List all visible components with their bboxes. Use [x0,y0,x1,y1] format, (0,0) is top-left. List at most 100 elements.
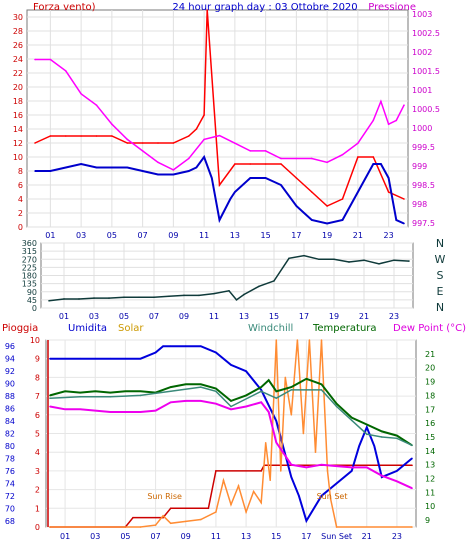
legend-label: Solar [118,323,144,334]
x-tick-label: 17 [299,312,309,321]
wind-tick-label: 30 [13,13,23,22]
data-point [284,376,287,379]
data-point [203,156,205,158]
data-point [111,166,113,169]
data-point [237,485,240,487]
humidity-tick-label: 74 [5,479,15,488]
data-point [49,526,51,528]
temperature-tick-label: 15 [425,433,435,442]
data-point [396,434,398,437]
wind-tick-label: 14 [13,125,23,134]
data-point [215,402,217,405]
data-point [49,357,51,360]
legend-label: Temperatura [312,323,377,334]
data-point [141,142,144,144]
x-tick-label: 23 [389,312,399,321]
humidity-tick-label: 70 [5,504,15,513]
wind-pressure-plot-frame [26,9,409,228]
x-tick-label: 15 [271,532,281,541]
data-point [288,257,290,260]
data-point [124,357,127,360]
data-point [154,351,157,354]
temperature-tick-label: 17 [425,405,435,414]
data-point [335,482,338,485]
x-tick-label: 05 [120,532,130,541]
wind-direction-series [48,254,410,302]
data-point [396,437,398,440]
data-point [48,299,50,302]
wind-tick-label: 24 [13,55,23,64]
data-point [275,420,278,422]
direction-line [48,254,410,302]
data-point [172,142,175,144]
data-point [184,520,187,523]
data-point [139,394,142,397]
data-point [49,405,51,408]
legend-label: Pioggia [2,323,38,334]
data-point [200,386,202,388]
data-point [303,254,305,257]
data-point [169,401,172,404]
data-point [357,142,359,145]
x-tick-label: 11 [209,312,219,321]
wind-direction-x-axis: 01 03 05 07 09 11 13 15 17 19 21 23 [59,312,399,321]
data-point [326,161,328,164]
temperature-tick-label: 12 [425,475,435,484]
temperature-x-axis: 01 03 05 07 09 11 13 15 17 Sun Set 21 23 [60,532,402,541]
data-point [305,519,308,522]
data-point [350,470,353,472]
data-point [320,383,323,386]
data-point [203,138,205,141]
humidity-tick-label: 68 [5,517,15,526]
data-point [230,400,232,402]
wind-tick-label: 16 [13,111,23,120]
data-point [260,389,262,391]
wind-tick-label: 28 [13,27,23,36]
data-point [387,123,390,126]
data-point [234,142,236,145]
direction-tick-label: 270 [22,255,37,264]
x-tick-label: 01 [59,312,69,321]
data-point [364,177,367,179]
data-point [79,408,81,411]
data-point [249,177,252,179]
data-point [308,339,311,341]
data-point [215,390,217,393]
humidity-tick-label: 94 [5,355,15,364]
data-point [303,212,305,214]
data-point [109,395,112,398]
data-point [243,293,245,296]
chart-title: 24 hour graph day : 03 Ottobre 2020 [172,2,357,13]
data-point [381,474,383,477]
humidity-tick-label: 84 [5,417,15,426]
data-point [126,138,129,141]
data-point [34,170,36,172]
data-point [326,470,329,472]
rain-tick-label: 9 [35,355,40,364]
data-point [230,408,232,411]
data-point [93,297,95,299]
data-point [341,153,344,156]
data-point [169,507,172,510]
data-point [200,345,202,348]
data-point [64,408,66,411]
direction-tick-label: 225 [22,263,37,272]
rain-tick-label: 10 [30,336,40,345]
x-tick-label: 07 [138,231,148,240]
data-point [124,390,127,393]
x-tick-label: 05 [119,312,129,321]
data-point [320,463,323,466]
data-point [64,135,67,137]
data-point [411,444,413,447]
data-point [94,357,97,360]
pressure-tick-label: 1003 [412,10,432,19]
direction-tick-label: 90 [27,288,37,297]
temperature-tick-label: 20 [425,364,435,373]
data-point [184,345,187,348]
data-point [275,339,278,341]
x-tick-label: 07 [149,312,159,321]
data-point [365,433,368,435]
data-point [260,470,262,472]
